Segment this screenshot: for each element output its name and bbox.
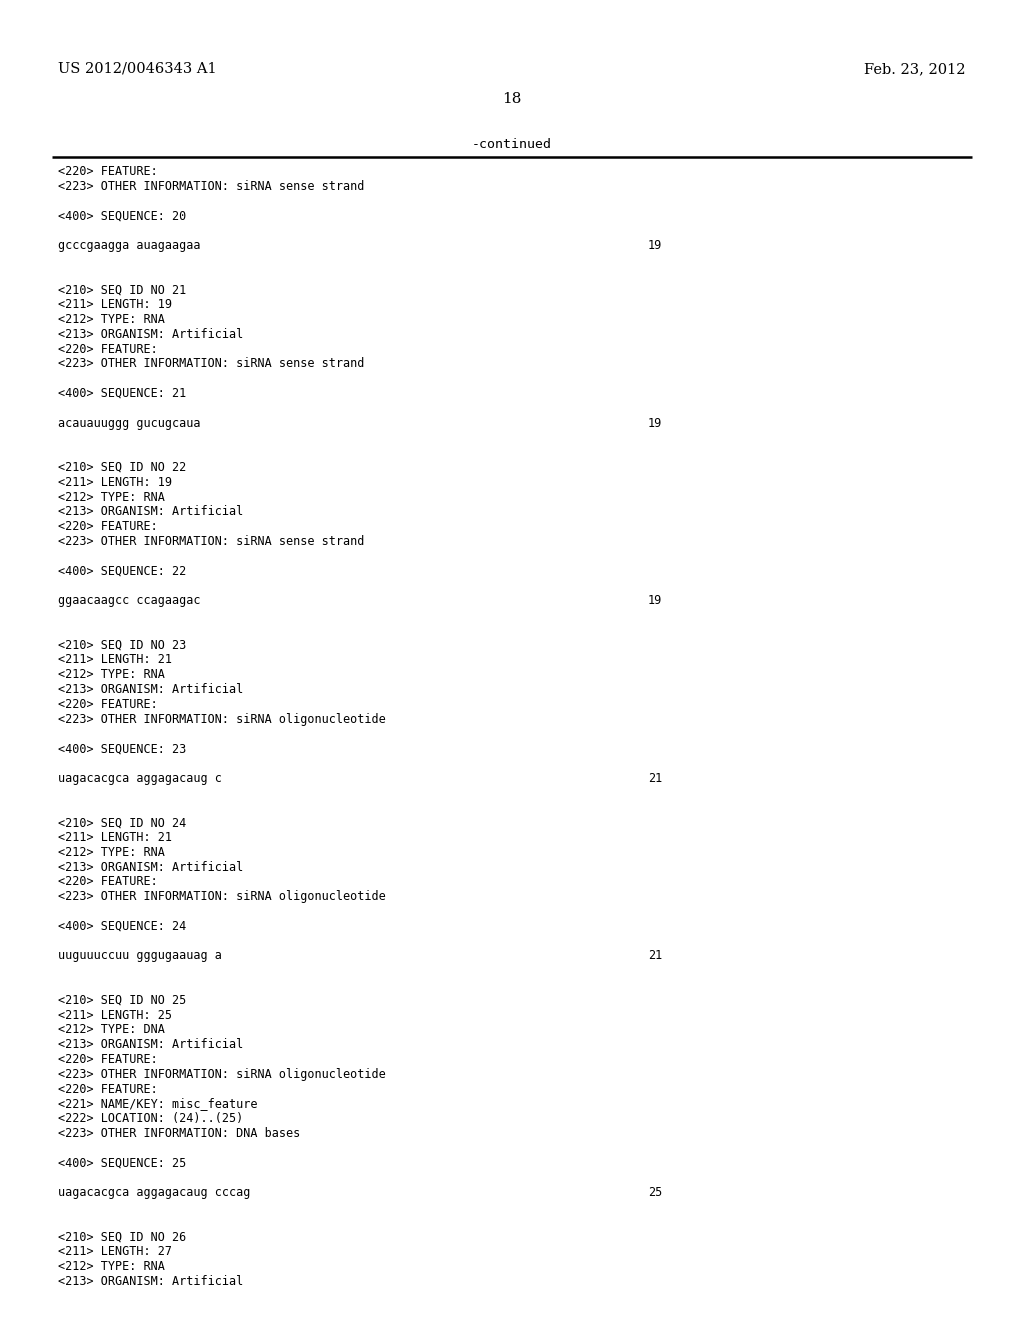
Text: <211> LENGTH: 19: <211> LENGTH: 19 [58,475,172,488]
Text: <211> LENGTH: 25: <211> LENGTH: 25 [58,1008,172,1022]
Text: US 2012/0046343 A1: US 2012/0046343 A1 [58,62,217,77]
Text: 19: 19 [648,417,663,429]
Text: uagacacgca aggagacaug c: uagacacgca aggagacaug c [58,772,222,785]
Text: <210> SEQ ID NO 22: <210> SEQ ID NO 22 [58,461,186,474]
Text: <223> OTHER INFORMATION: siRNA sense strand: <223> OTHER INFORMATION: siRNA sense str… [58,535,365,548]
Text: <211> LENGTH: 27: <211> LENGTH: 27 [58,1245,172,1258]
Text: <213> ORGANISM: Artificial: <213> ORGANISM: Artificial [58,1039,244,1051]
Text: uuguuuccuu gggugaauag a: uuguuuccuu gggugaauag a [58,949,222,962]
Text: <210> SEQ ID NO 25: <210> SEQ ID NO 25 [58,994,186,1007]
Text: <213> ORGANISM: Artificial: <213> ORGANISM: Artificial [58,327,244,341]
Text: Feb. 23, 2012: Feb. 23, 2012 [864,62,966,77]
Text: <210> SEQ ID NO 23: <210> SEQ ID NO 23 [58,639,186,652]
Text: <220> FEATURE:: <220> FEATURE: [58,343,158,355]
Text: <211> LENGTH: 21: <211> LENGTH: 21 [58,832,172,843]
Text: <220> FEATURE:: <220> FEATURE: [58,165,158,178]
Text: 19: 19 [648,594,663,607]
Text: <210> SEQ ID NO 26: <210> SEQ ID NO 26 [58,1230,186,1243]
Text: acauauuggg gucugcaua: acauauuggg gucugcaua [58,417,201,429]
Text: <400> SEQUENCE: 20: <400> SEQUENCE: 20 [58,210,186,222]
Text: <220> FEATURE:: <220> FEATURE: [58,875,158,888]
Text: <223> OTHER INFORMATION: siRNA sense strand: <223> OTHER INFORMATION: siRNA sense str… [58,180,365,193]
Text: <213> ORGANISM: Artificial: <213> ORGANISM: Artificial [58,861,244,874]
Text: <220> FEATURE:: <220> FEATURE: [58,1053,158,1067]
Text: <223> OTHER INFORMATION: siRNA oligonucleotide: <223> OTHER INFORMATION: siRNA oligonucl… [58,890,386,903]
Text: <211> LENGTH: 19: <211> LENGTH: 19 [58,298,172,312]
Text: <213> ORGANISM: Artificial: <213> ORGANISM: Artificial [58,682,244,696]
Text: <223> OTHER INFORMATION: siRNA oligonucleotide: <223> OTHER INFORMATION: siRNA oligonucl… [58,713,386,726]
Text: <212> TYPE: RNA: <212> TYPE: RNA [58,313,165,326]
Text: <220> FEATURE:: <220> FEATURE: [58,1082,158,1096]
Text: <400> SEQUENCE: 25: <400> SEQUENCE: 25 [58,1156,186,1170]
Text: <400> SEQUENCE: 24: <400> SEQUENCE: 24 [58,920,186,933]
Text: <211> LENGTH: 21: <211> LENGTH: 21 [58,653,172,667]
Text: <212> TYPE: RNA: <212> TYPE: RNA [58,668,165,681]
Text: <223> OTHER INFORMATION: siRNA oligonucleotide: <223> OTHER INFORMATION: siRNA oligonucl… [58,1068,386,1081]
Text: <400> SEQUENCE: 21: <400> SEQUENCE: 21 [58,387,186,400]
Text: <221> NAME/KEY: misc_feature: <221> NAME/KEY: misc_feature [58,1097,257,1110]
Text: <210> SEQ ID NO 21: <210> SEQ ID NO 21 [58,284,186,297]
Text: <220> FEATURE:: <220> FEATURE: [58,698,158,710]
Text: <400> SEQUENCE: 23: <400> SEQUENCE: 23 [58,742,186,755]
Text: gcccgaagga auagaagaa: gcccgaagga auagaagaa [58,239,201,252]
Text: <223> OTHER INFORMATION: DNA bases: <223> OTHER INFORMATION: DNA bases [58,1127,300,1140]
Text: uagacacgca aggagacaug cccag: uagacacgca aggagacaug cccag [58,1187,251,1199]
Text: <212> TYPE: DNA: <212> TYPE: DNA [58,1023,165,1036]
Text: <212> TYPE: RNA: <212> TYPE: RNA [58,846,165,859]
Text: <212> TYPE: RNA: <212> TYPE: RNA [58,1261,165,1274]
Text: 18: 18 [503,92,521,106]
Text: ggaacaagcc ccagaagac: ggaacaagcc ccagaagac [58,594,201,607]
Text: <213> ORGANISM: Artificial: <213> ORGANISM: Artificial [58,1275,244,1288]
Text: 25: 25 [648,1187,663,1199]
Text: <210> SEQ ID NO 24: <210> SEQ ID NO 24 [58,816,186,829]
Text: -continued: -continued [472,139,552,150]
Text: <223> OTHER INFORMATION: siRNA sense strand: <223> OTHER INFORMATION: siRNA sense str… [58,358,365,371]
Text: <212> TYPE: RNA: <212> TYPE: RNA [58,491,165,504]
Text: <400> SEQUENCE: 22: <400> SEQUENCE: 22 [58,565,186,578]
Text: 21: 21 [648,772,663,785]
Text: 19: 19 [648,239,663,252]
Text: 21: 21 [648,949,663,962]
Text: <222> LOCATION: (24)..(25): <222> LOCATION: (24)..(25) [58,1113,244,1125]
Text: <220> FEATURE:: <220> FEATURE: [58,520,158,533]
Text: <213> ORGANISM: Artificial: <213> ORGANISM: Artificial [58,506,244,519]
